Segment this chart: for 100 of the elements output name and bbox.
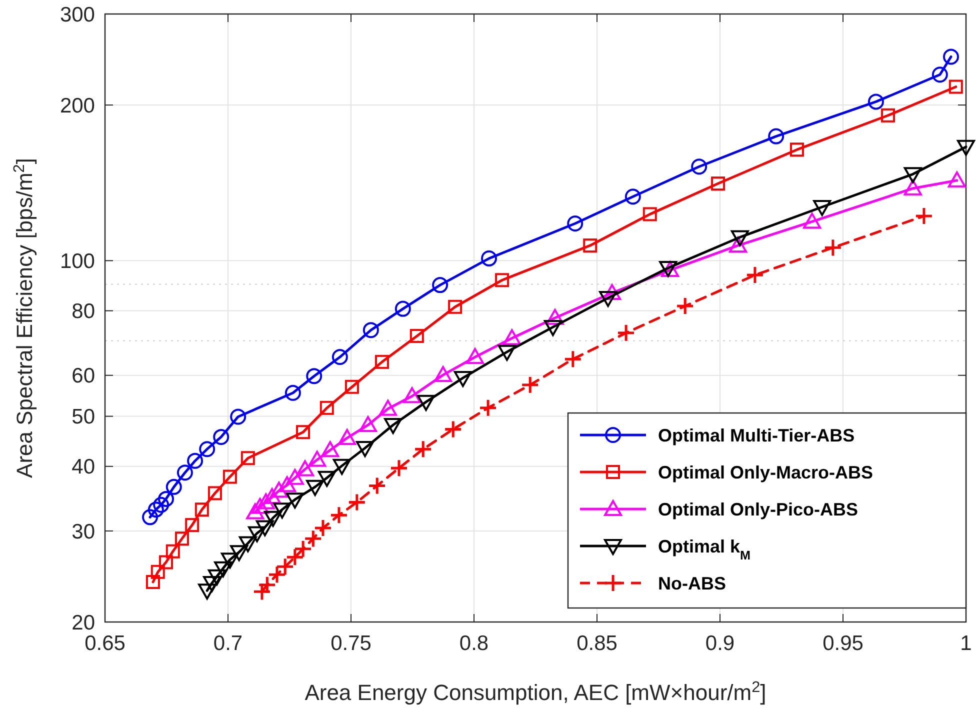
- point: [348, 492, 366, 512]
- point: [150, 564, 165, 579]
- point: [256, 520, 274, 536]
- y-tick-label: 30: [72, 520, 95, 544]
- point: [502, 329, 521, 346]
- point: [332, 349, 348, 366]
- point: [240, 451, 255, 466]
- point: [203, 576, 222, 592]
- point: [358, 416, 377, 432]
- point: [498, 344, 516, 361]
- x-tick-label: 1: [960, 632, 972, 655]
- point: [434, 366, 452, 382]
- point: [308, 450, 326, 467]
- y-tick-label: 40: [72, 456, 95, 479]
- legend-label: Optimal Multi-Tier-ABS: [658, 425, 855, 446]
- point: [256, 493, 275, 510]
- point: [273, 502, 292, 519]
- point: [410, 328, 424, 343]
- point: [676, 296, 694, 316]
- y-tick-label: 60: [72, 364, 95, 388]
- point: [642, 207, 657, 222]
- x-tick-label: 0.7: [213, 632, 243, 655]
- point: [286, 468, 304, 485]
- point: [942, 48, 959, 65]
- point: [932, 66, 948, 83]
- legend-label: No-ABS: [658, 573, 726, 594]
- point: [306, 368, 322, 384]
- y-tick-label: 100: [60, 250, 95, 274]
- legend-label: Optimal Only-Macro-ABS: [658, 462, 874, 482]
- point: [263, 488, 282, 504]
- point: [146, 575, 160, 590]
- point: [803, 212, 822, 229]
- x-tick-label: 0.75: [330, 632, 372, 655]
- y-tick-label: 300: [60, 3, 95, 26]
- point: [904, 179, 922, 196]
- point: [220, 552, 239, 569]
- point: [414, 440, 432, 458]
- point: [881, 108, 896, 122]
- y-tick-label: 50: [72, 406, 95, 429]
- point: [264, 510, 282, 527]
- point: [166, 544, 180, 558]
- point: [248, 526, 266, 542]
- point: [478, 398, 498, 418]
- point: [258, 576, 276, 594]
- x-tick-label: 0.85: [576, 632, 618, 655]
- point: [278, 476, 296, 492]
- point: [384, 418, 402, 434]
- point: [544, 320, 562, 336]
- point: [194, 502, 209, 517]
- x-tick-label: 0.95: [822, 632, 864, 655]
- point: [546, 308, 564, 325]
- point: [711, 176, 726, 191]
- point: [318, 470, 336, 487]
- point: [691, 158, 708, 175]
- point: [403, 387, 422, 404]
- point: [208, 486, 222, 500]
- point: [374, 354, 389, 369]
- point: [466, 348, 484, 364]
- point: [199, 441, 216, 458]
- point: [270, 482, 288, 498]
- point: [768, 128, 784, 144]
- point: [230, 408, 246, 425]
- point: [158, 490, 174, 507]
- point: [432, 277, 448, 294]
- point: [948, 80, 963, 94]
- point: [914, 206, 934, 226]
- point: [378, 400, 397, 416]
- point: [214, 561, 232, 578]
- point: [159, 555, 174, 570]
- y-tick-label: 20: [72, 611, 95, 634]
- point: [238, 536, 257, 552]
- point: [175, 532, 189, 546]
- point: [394, 300, 411, 317]
- point: [520, 376, 540, 394]
- point: [599, 290, 618, 307]
- point: [813, 200, 832, 216]
- point: [296, 460, 314, 476]
- point: [284, 384, 301, 401]
- x-tick-label: 0.9: [705, 632, 735, 655]
- point: [276, 557, 294, 576]
- x-tick-label: 0.8: [459, 632, 489, 655]
- point: [176, 464, 193, 481]
- point: [314, 518, 332, 538]
- point: [616, 324, 636, 342]
- y-tick-label: 80: [72, 300, 95, 324]
- point: [868, 94, 884, 110]
- point: [321, 441, 340, 458]
- point: [268, 565, 286, 584]
- point: [332, 458, 351, 475]
- point: [306, 480, 324, 496]
- point: [320, 400, 334, 415]
- point: [185, 518, 200, 532]
- x-axis-title: Area Energy Consumption, AEC [mW×hour/m$^{2}$]: [304, 678, 766, 705]
- point: [153, 496, 170, 513]
- x-tick-label: 0.65: [84, 632, 126, 655]
- point: [904, 167, 922, 184]
- point: [368, 476, 386, 495]
- point: [222, 470, 237, 484]
- point: [603, 284, 622, 300]
- legend-label: Optimal k$_{M}$: [658, 536, 751, 562]
